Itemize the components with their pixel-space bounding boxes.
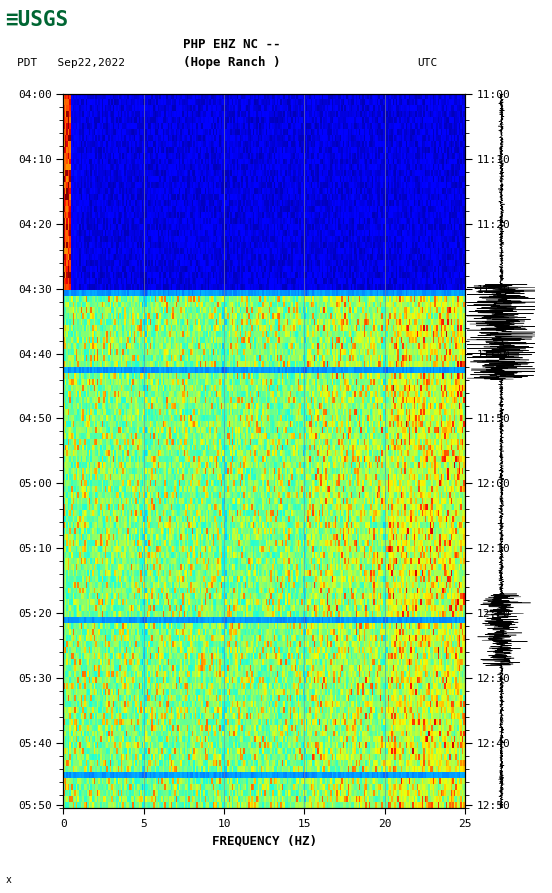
Text: UTC: UTC [417,57,437,68]
X-axis label: FREQUENCY (HZ): FREQUENCY (HZ) [212,834,317,847]
Text: (Hope Ranch ): (Hope Ranch ) [183,56,280,69]
Text: PDT   Sep22,2022: PDT Sep22,2022 [17,57,125,68]
Text: ≡USGS: ≡USGS [6,10,68,29]
Text: x: x [6,874,12,885]
Text: PHP EHZ NC --: PHP EHZ NC -- [183,38,280,51]
